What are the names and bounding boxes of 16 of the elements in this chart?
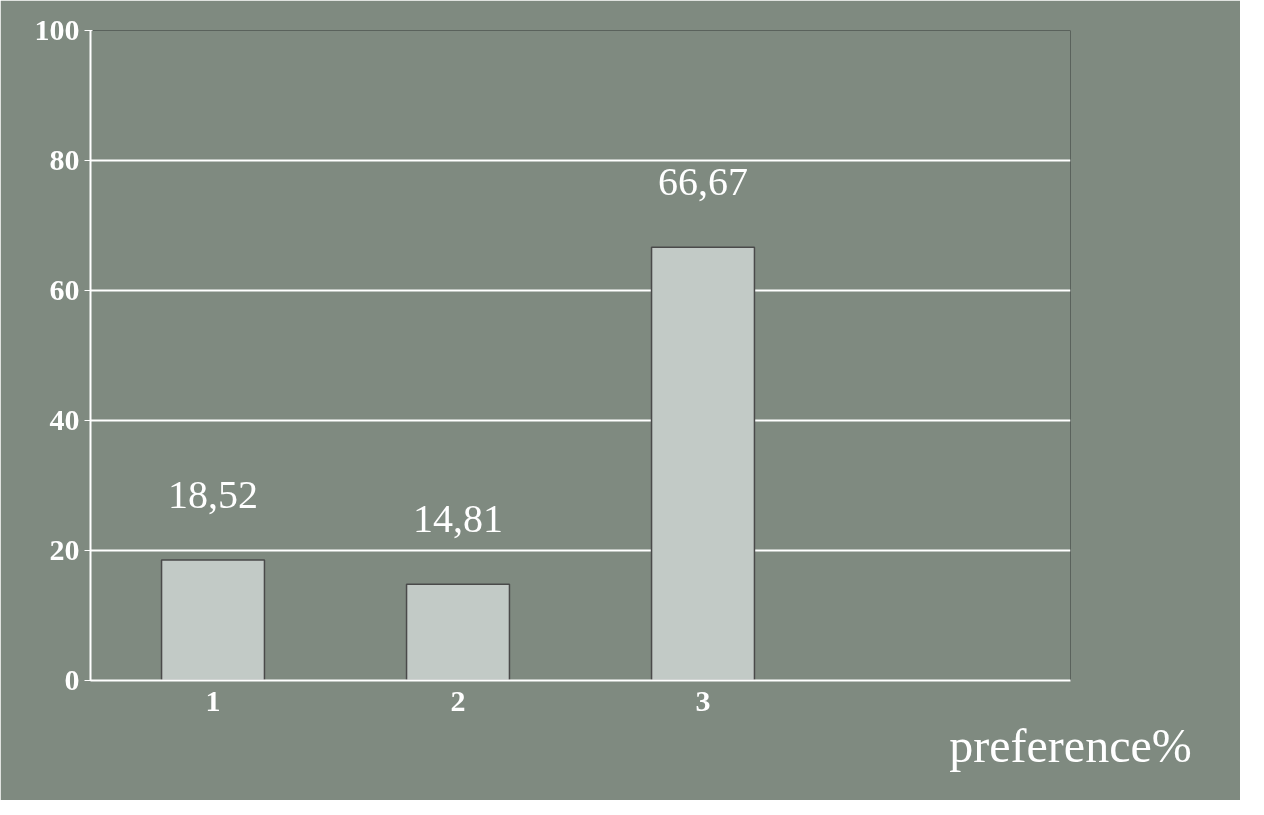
x-tick-label: 3 [695,683,711,717]
y-tick-label: 80 [49,143,80,176]
y-tick-label: 100 [34,13,80,46]
y-tick-label: 20 [49,533,80,566]
y-tick-label: 40 [49,403,80,436]
data-label: 14,81 [413,496,503,542]
bar [160,559,266,681]
x-axis-title: preference% [949,718,1192,772]
bar [650,246,756,681]
x-tick-label: 1 [205,683,221,717]
y-tick-label: 0 [64,663,80,696]
bar [405,583,511,681]
x-tick-label: 2 [450,683,466,717]
y-tick-label: 60 [49,273,80,306]
data-label: 66,67 [658,159,748,205]
data-label: 18,52 [168,472,258,518]
